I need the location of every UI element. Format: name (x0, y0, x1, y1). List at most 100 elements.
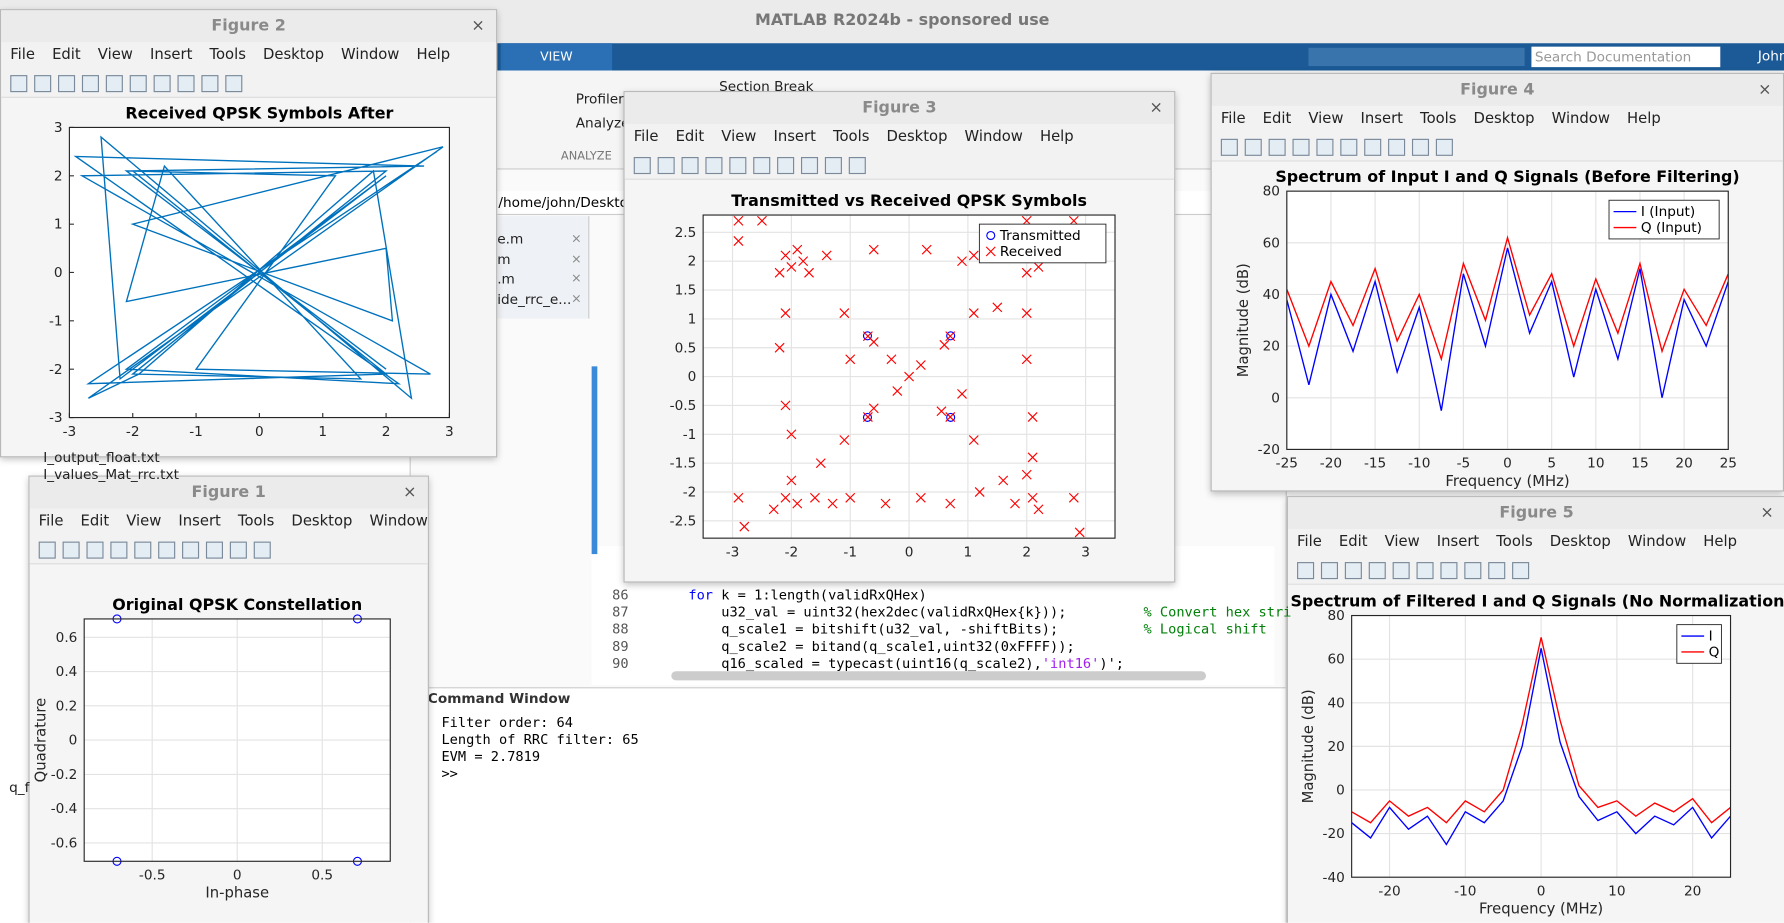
toolbar-icon[interactable] (1364, 138, 1382, 156)
menu-item[interactable]: Window (341, 46, 400, 64)
menu-item[interactable]: Desktop (1549, 533, 1611, 551)
menu-item[interactable]: Edit (675, 128, 705, 146)
close-button[interactable]: × (403, 483, 417, 502)
analyze[interactable]: Analyze (575, 114, 630, 131)
toolbar-icon[interactable] (153, 74, 171, 92)
menu-item[interactable]: Help (1627, 110, 1661, 128)
menu-item[interactable]: Edit (80, 513, 110, 531)
menu-item[interactable]: View (1384, 533, 1420, 551)
close-button[interactable]: × (471, 17, 485, 36)
toolbar-icon[interactable] (753, 156, 771, 174)
menu-item[interactable]: Tools (832, 128, 870, 146)
menu-item[interactable]: Help (1039, 128, 1074, 146)
toolbar-icon[interactable] (110, 541, 128, 559)
toolbar-icon[interactable] (1292, 138, 1310, 156)
toolbar-icon[interactable] (158, 541, 176, 559)
menu-item[interactable]: View (97, 46, 133, 64)
menu-item[interactable]: File (38, 513, 64, 531)
menu-item[interactable]: Edit (1338, 533, 1368, 551)
toolbar-icon[interactable] (729, 156, 747, 174)
toolbar-icon[interactable] (1440, 561, 1458, 579)
menu-item[interactable]: File (1220, 110, 1246, 128)
figure-window[interactable]: Figure 3 × File Edit View Insert Tools Desktop W… (623, 91, 1176, 583)
menu-item[interactable]: Insert (1436, 533, 1480, 551)
toolbar-icon[interactable] (1344, 561, 1362, 579)
scrollbar[interactable] (671, 671, 1207, 681)
menu-item[interactable]: View (126, 513, 162, 531)
toolbar-icon[interactable] (1340, 138, 1358, 156)
toolbar-icon[interactable] (1320, 561, 1339, 579)
toolbar-icon[interactable] (1368, 561, 1386, 579)
toolbar-icon[interactable] (225, 74, 243, 92)
toolbar-icon[interactable] (824, 156, 842, 174)
menu-item[interactable]: View (721, 128, 757, 146)
close-icon[interactable]: × (571, 230, 582, 246)
toolbar-icon[interactable] (800, 156, 819, 174)
toolbar-icon[interactable] (81, 74, 99, 92)
user[interactable]: John (1757, 47, 1784, 64)
toolbar-icon[interactable] (10, 74, 28, 92)
menu-item[interactable]: Edit (1262, 110, 1292, 128)
menu-item[interactable]: Desktop (1473, 110, 1535, 128)
toolbar-icon[interactable] (34, 74, 52, 92)
figure-window[interactable]: Figure 5 × File Edit View Insert Tools Desktop W… (1286, 496, 1784, 923)
menu-item[interactable]: Desktop (262, 46, 324, 64)
menu-item[interactable]: Desktop (886, 128, 948, 146)
toolbar-icon[interactable] (205, 541, 224, 559)
toolbar-icon[interactable] (253, 541, 271, 559)
file-item[interactable]: I_output_float.txt (43, 449, 160, 466)
menu-item[interactable]: File (10, 46, 36, 64)
close-button[interactable]: × (1149, 98, 1163, 118)
toolbar-icon[interactable] (681, 156, 699, 174)
toolbar-icon[interactable] (1220, 138, 1238, 156)
toolbar-icon[interactable] (1416, 561, 1434, 579)
toolbar-icon[interactable] (848, 156, 866, 174)
menu-item[interactable]: Window (1551, 110, 1610, 128)
toolbar-icon[interactable] (1297, 561, 1315, 579)
toolbar-icon[interactable] (1268, 138, 1286, 156)
close-icon[interactable]: × (571, 290, 582, 306)
toolbar-icon[interactable] (229, 541, 247, 559)
toolbar-icon[interactable] (62, 541, 80, 559)
figure-window[interactable]: Figure 1 × File Edit View Insert Tools Desktop W… (28, 475, 429, 923)
toolbar-icon[interactable] (1244, 138, 1262, 156)
toolbar-icon[interactable] (1316, 138, 1334, 156)
menu-item[interactable]: Desktop (291, 513, 353, 531)
figure-window[interactable]: Figure 2 × File Edit View Insert Tools Desktop W… (0, 9, 498, 458)
menu-item[interactable]: Help (1703, 533, 1737, 551)
toolbar-icon[interactable] (86, 541, 104, 559)
file-item[interactable]: I_values_Mat_rrc.txt (43, 466, 179, 483)
menu-item[interactable]: Insert (149, 46, 193, 64)
toolbar-icon[interactable] (201, 74, 219, 92)
toolbar-icon[interactable] (177, 74, 195, 92)
file-tab[interactable]: ide_rrc_e... (497, 290, 572, 307)
menu-item[interactable]: Tools (1496, 533, 1533, 551)
toolbar-icon[interactable] (657, 156, 675, 174)
file-tab[interactable]: m (497, 250, 511, 267)
menu-item[interactable]: Tools (1420, 110, 1457, 128)
toolbar-icon[interactable] (705, 156, 723, 174)
toolbar-icon[interactable] (1392, 561, 1410, 579)
file-tab[interactable]: e.m (497, 230, 524, 247)
profiler[interactable]: Profiler (575, 91, 624, 107)
menu-item[interactable]: Window (1627, 533, 1687, 551)
toolbar-icon[interactable] (134, 541, 152, 559)
toolbar-icon[interactable] (38, 541, 56, 559)
toolbar-icon[interactable] (1488, 561, 1506, 579)
close-icon[interactable]: × (571, 270, 582, 286)
menu-item[interactable]: Tools (237, 513, 275, 531)
toolbar-icon[interactable] (58, 74, 76, 92)
menu-item[interactable]: Window (964, 128, 1023, 146)
menu-item[interactable]: File (633, 128, 659, 146)
toolbar-icon[interactable] (1411, 138, 1430, 156)
figure-window[interactable]: Figure 4 × File Edit View Insert Tools Desktop W… (1210, 72, 1784, 492)
menu-item[interactable]: Help (416, 46, 451, 64)
command-prompt[interactable]: >> (441, 765, 458, 782)
menu-item[interactable]: Edit (52, 46, 81, 64)
toolbar-icon[interactable] (105, 74, 123, 92)
toolbar-icon[interactable] (129, 74, 147, 92)
toolbar-icon[interactable] (633, 156, 651, 174)
toolbar-icon[interactable] (1464, 561, 1482, 579)
menu-item[interactable]: View (1308, 110, 1344, 128)
menu-item[interactable]: Insert (773, 128, 816, 146)
